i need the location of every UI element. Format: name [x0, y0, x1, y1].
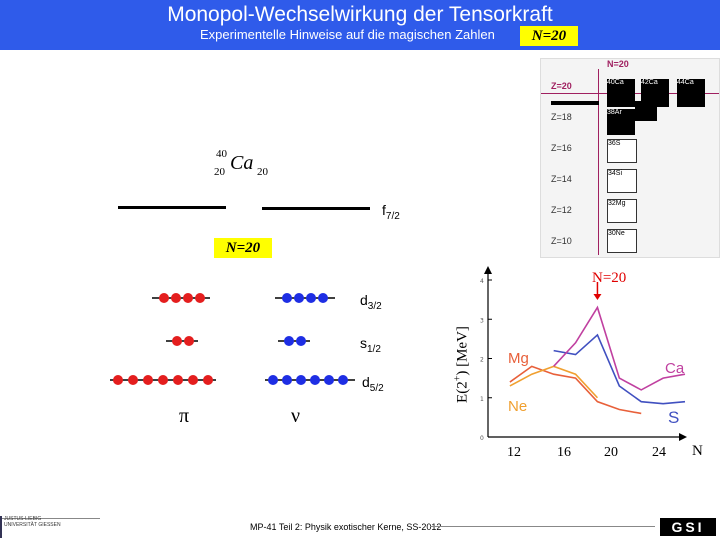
nuclide-cell-ca44: 44Ca	[677, 79, 705, 107]
nuclide-n-axis	[598, 69, 599, 255]
nuclide-chart: N=20 Z=20 Z=18 Z=16 Z=14 Z=12 Z=10 40Ca …	[540, 58, 720, 258]
chart-marker-label: N=20	[592, 270, 627, 286]
marker-arrow-head	[593, 294, 602, 300]
nuclide-row-z18: Z=18	[551, 112, 572, 122]
e2-chart: 0 1 2 3 4	[480, 266, 687, 442]
protons-d52	[113, 375, 213, 385]
nuclide-row-z20: Z=20	[551, 81, 572, 91]
series-line-mg	[509, 365, 642, 415]
nuclide-cell-ca40: 40Ca	[607, 79, 635, 107]
series-line-ne	[509, 365, 599, 399]
nuclide-cell-s36: 36S	[607, 139, 637, 163]
series-label-ne: Ne	[508, 398, 528, 415]
nuclide-block-gap	[551, 101, 599, 105]
chart-ytick-label: 3	[480, 317, 484, 324]
logo-right: GSI	[660, 518, 716, 536]
neutrons-s12	[284, 336, 306, 346]
chart-xtick-24: 24	[652, 445, 666, 460]
chart-xtick-16: 16	[557, 445, 571, 460]
protons-s12	[172, 336, 194, 346]
footer-line	[0, 518, 100, 519]
logo-left-text: JUSTUS-LIEBIG UNIVERSITÄT GIESSEN	[4, 516, 61, 528]
series-label-s: S	[668, 408, 680, 427]
neutrons-d52	[268, 375, 348, 385]
footer-line-right	[430, 526, 655, 527]
chart-ytick-label: 0	[480, 435, 484, 442]
label-d32: d3/2	[360, 292, 382, 312]
label-s12: s1/2	[360, 335, 381, 355]
label-f72: f7/2	[382, 202, 400, 222]
orbital-diagram	[110, 293, 355, 385]
chart-ylabel: E(2+) [MeV]	[452, 326, 471, 403]
series-line-ca	[553, 305, 686, 391]
nucleus-mass: 40	[216, 148, 227, 160]
chart-xtick-12: 12	[507, 445, 521, 460]
nucleus-notation: 40 20 Ca 20	[212, 148, 282, 184]
label-f72-sub: 7/2	[385, 210, 400, 222]
chart-x-arrow	[679, 433, 687, 441]
level-f72-proton	[118, 206, 226, 209]
label-d52: d5/2	[362, 374, 384, 394]
chart-ytick-label: 2	[480, 357, 484, 364]
magic-number-badge: N=20	[520, 26, 578, 46]
n20-label: N=20	[214, 238, 272, 258]
chart-xtick-20: 20	[604, 445, 618, 460]
nuclide-cell-ar38: 38Ar	[607, 109, 635, 135]
neutrons-d32	[282, 293, 328, 303]
label-d52-sub: 5/2	[369, 382, 384, 394]
nucleus-symbol: Ca	[230, 152, 254, 174]
footer-text: MP-41 Teil 2: Physik exotischer Kerne, S…	[250, 522, 442, 532]
label-nu: ν	[291, 405, 301, 427]
nuclide-n-label: N=20	[607, 59, 629, 69]
page-title: Monopol-Wechselwirkung der Tensorkraft	[167, 3, 553, 26]
chart-ytick-label: 4	[480, 278, 484, 285]
label-d32-sub: 3/2	[367, 300, 382, 312]
nuclide-cell-si34: 34Si	[607, 169, 637, 193]
chart-xlabel: N	[692, 443, 703, 459]
nuclide-row-z14: Z=14	[551, 174, 572, 184]
series-label-ca: Ca	[665, 360, 685, 377]
header-bar: Monopol-Wechselwirkung der Tensorkraft E…	[0, 0, 720, 50]
label-f72-main: f	[382, 202, 386, 218]
nuclide-row-z10: Z=10	[551, 236, 572, 246]
chart-y-arrow	[484, 266, 492, 274]
series-line-s	[553, 333, 686, 405]
nuclide-block-ar	[635, 101, 657, 121]
series-label-mg: Mg	[508, 350, 529, 367]
nuclide-cell-ne30: 30Ne	[607, 229, 637, 253]
chart-ytick-label: 1	[480, 396, 484, 403]
label-s12-sub: 1/2	[367, 343, 381, 355]
nuclide-cell-mg32: 32Mg	[607, 199, 637, 223]
label-pi: π	[179, 405, 190, 427]
page-subtitle: Experimentelle Hinweise auf die magische…	[200, 27, 495, 42]
label-d32-main: d	[360, 292, 368, 308]
label-d52-main: d	[362, 374, 370, 390]
level-f72-neutron	[262, 207, 370, 210]
label-s12-main: s	[360, 335, 367, 351]
nucleus-charge: 20	[214, 166, 225, 178]
nucleus-neutrons: 20	[257, 166, 268, 178]
nuclide-row-z12: Z=12	[551, 205, 572, 215]
nuclide-row-z16: Z=16	[551, 143, 572, 153]
protons-d32	[159, 293, 205, 303]
logo-left: JUSTUS-LIEBIG UNIVERSITÄT GIESSEN	[0, 516, 62, 538]
